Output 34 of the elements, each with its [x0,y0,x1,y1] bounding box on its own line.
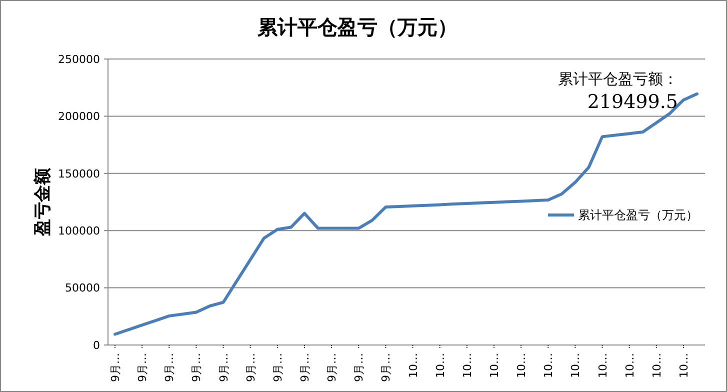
x-tick-label: 9月… [352,353,366,382]
x-tick-label: 9月… [217,353,230,382]
line-series [114,92,698,336]
y-tick-label: 50000 [65,282,100,295]
x-tick-label: 9月… [244,353,258,382]
legend-label: 累计平仓盈亏（万元） [578,208,698,222]
y-tick-label: 100000 [58,224,100,238]
x-tick-label: 10… [623,353,636,378]
x-tick-label: 9月… [190,353,204,382]
x-tick-label: 10… [434,353,447,378]
x-tick-label: 9月… [163,353,176,382]
x-tick-label: 10… [677,353,690,378]
chart-title: 累计平仓盈亏（万元） [256,15,458,39]
x-tick-label: 10… [515,353,528,378]
annotation: 219499.5 [587,91,678,113]
x-tick-label: 9月… [271,353,284,382]
annotation: 累计平仓盈亏额： [558,70,678,88]
y-tick-label: 200000 [58,110,100,124]
x-tick-label: 10… [542,353,556,378]
y-axis-title: 盈亏金额 [33,167,53,237]
x-tick-label: 10… [406,353,420,378]
x-tick-label: 9月… [380,353,393,382]
y-tick-label: 250000 [58,52,100,66]
x-tick-label: 9月… [326,353,339,382]
x-tick-label: 9月… [298,353,312,382]
x-tick-label: 10… [488,353,501,378]
x-tick-label: 10… [650,353,664,378]
x-tick-label: 10… [460,353,474,378]
y-tick-label: 150000 [58,167,100,180]
x-tick-label: 10… [569,353,582,378]
x-tick-label: 10… [596,353,610,378]
x-tick-label: 9月… [109,353,122,382]
y-tick-label: 0 [93,338,100,352]
x-tick-label: 9月… [136,353,150,382]
